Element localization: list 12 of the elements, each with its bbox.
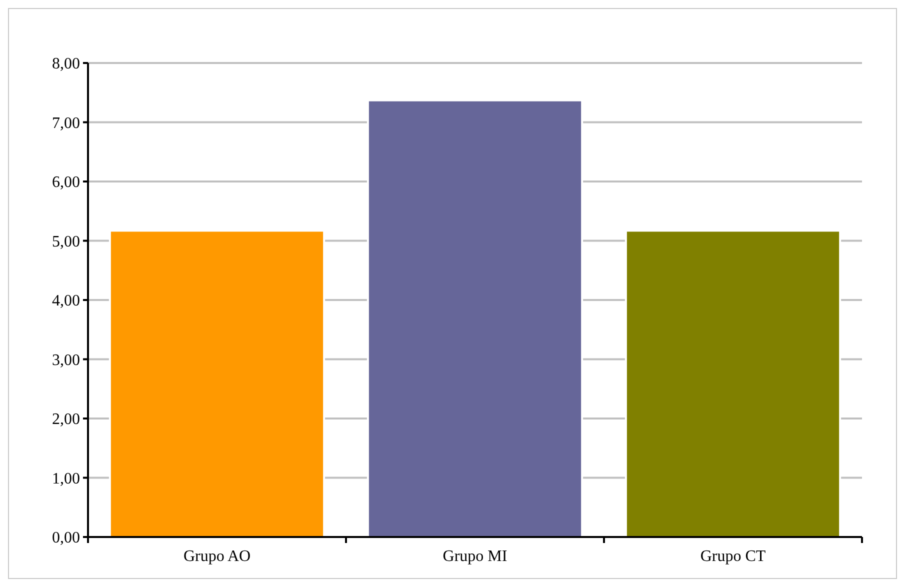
y-tick-label: 1,00 bbox=[52, 470, 80, 488]
x-tick-label: Grupo CT bbox=[700, 548, 766, 565]
y-tick-label: 2,00 bbox=[52, 411, 80, 428]
y-tick-label: 0,00 bbox=[52, 530, 80, 547]
x-tick-label: Grupo MI bbox=[442, 548, 508, 565]
x-tick-label: Grupo AO bbox=[183, 548, 251, 565]
y-tick-label: 3,00 bbox=[52, 352, 80, 369]
y-tick-label: 4,00 bbox=[52, 292, 80, 310]
y-tick-label: 5,00 bbox=[52, 233, 80, 250]
y-tick-label: 7,00 bbox=[52, 114, 80, 132]
y-tick-label: 8,00 bbox=[52, 56, 80, 73]
y-tick-label: 6,00 bbox=[52, 174, 80, 192]
